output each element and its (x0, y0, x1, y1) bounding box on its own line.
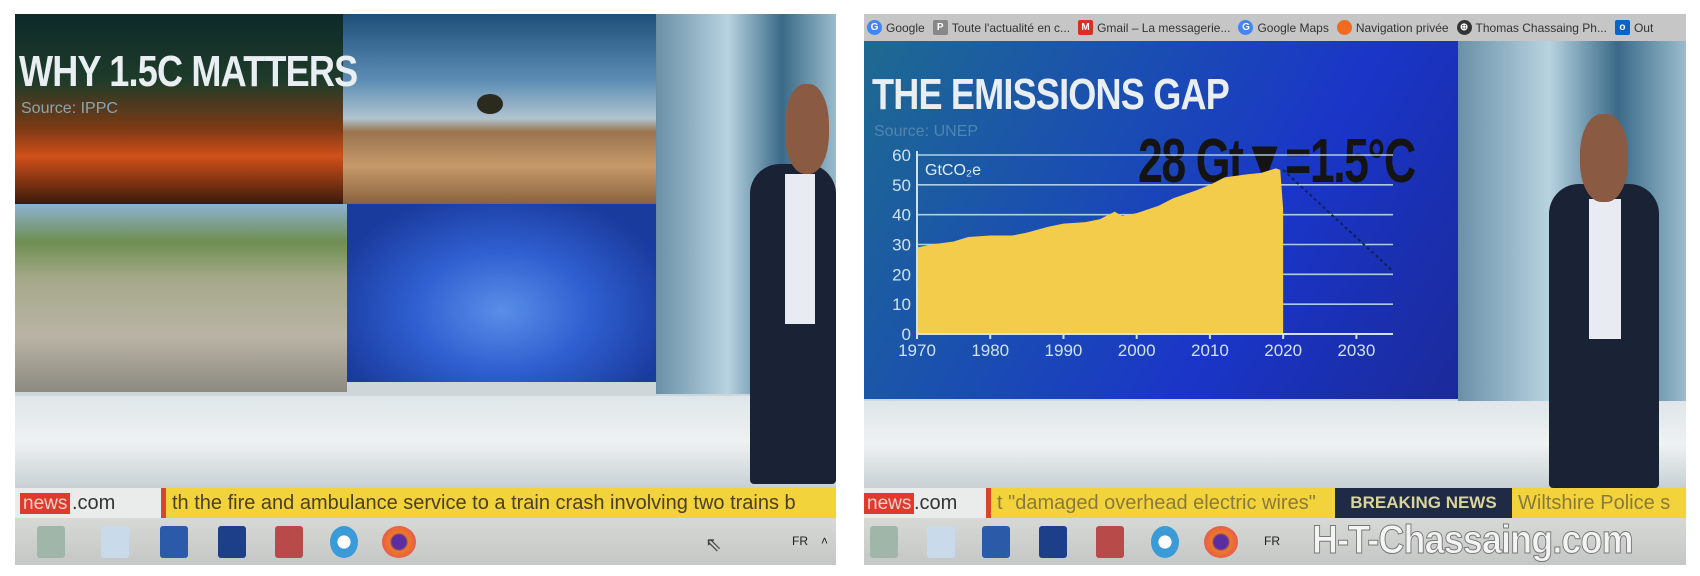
y-tick-label: 20 (892, 265, 911, 284)
presenter-shirt (1589, 199, 1621, 339)
mouse-cursor-icon: ⇖ (705, 534, 722, 556)
presenter-shirt (785, 174, 815, 324)
chart-screen: THE EMISSIONS GAP Source: UNEP 28 Gt▼=1.… (864, 41, 1458, 399)
x-tick-label: 2020 (1264, 341, 1302, 360)
bookmark-label: Toute l'actualité en c... (951, 20, 1071, 35)
y-tick-label: 10 (892, 295, 911, 314)
bookmarks-bar: G Google P Toute l'actualité en c... M Gmai… (864, 14, 1686, 41)
ticker-text: th the fire and ambulance service to a t… (161, 488, 836, 518)
internet-explorer-icon[interactable] (330, 526, 358, 558)
calculator-icon[interactable] (37, 526, 65, 558)
y-tick-label: 40 (892, 206, 911, 225)
x-tick-label: 2030 (1337, 341, 1375, 360)
emissions-area (917, 168, 1284, 334)
1-5c-pathway-line (1282, 169, 1394, 273)
slide-title: WHY 1.5C MATTERS (19, 47, 358, 96)
y-tick-label: 60 (892, 146, 911, 165)
bookmark-chassaing[interactable]: ⊕ Thomas Chassaing Ph... (1456, 20, 1607, 35)
internet-explorer-icon[interactable] (1151, 526, 1179, 558)
bookmark-private[interactable]: Navigation privée (1336, 20, 1449, 35)
bookmark-label: Navigation privée (1355, 20, 1449, 35)
news-domain: .com (72, 492, 116, 514)
language-indicator[interactable]: FR (1264, 534, 1280, 548)
outlook-icon: o (1614, 20, 1630, 35)
calculator-icon[interactable] (870, 526, 898, 558)
google-icon: G (867, 20, 882, 35)
news-site-icon: P (932, 20, 948, 35)
firefox-icon[interactable] (382, 526, 416, 558)
globe-icon: ⊕ (1456, 20, 1472, 35)
wildfire-image (15, 14, 343, 204)
taskbar: ⇖ FR ˄ (15, 518, 836, 565)
bookmark-label: Thomas Chassaing Ph... (1475, 20, 1607, 35)
watermark: H-T-Chassaing.com (1312, 518, 1635, 563)
slide-source: Source: IPPC (21, 100, 118, 117)
flood-image (15, 204, 347, 392)
lone-tree (477, 94, 503, 114)
bookmark-label: Google Maps (1257, 20, 1329, 35)
right-broadcast-photo: G Google P Toute l'actualité en c... M Gmai… (864, 14, 1686, 565)
photoshop-icon[interactable] (1039, 526, 1067, 558)
bookmark-label: Gmail – La messagerie... (1097, 20, 1231, 35)
x-tick-label: 1970 (898, 341, 936, 360)
paint-icon[interactable] (275, 526, 303, 558)
presenter-head (1580, 114, 1628, 202)
gmail-icon: M (1078, 20, 1094, 35)
bookmark-google[interactable]: G Google (867, 20, 925, 35)
y-tick-label: 0 (902, 325, 911, 344)
news-ticker: news .com t "damaged overhead electric w… (864, 488, 1686, 518)
bookmark-google-maps[interactable]: G Google Maps (1238, 20, 1329, 35)
chart-source: Source: UNEP (874, 123, 979, 140)
firefox-icon[interactable] (1204, 526, 1238, 558)
breaking-news-badge: BREAKING NEWS (1335, 488, 1512, 518)
chart-title: THE EMISSIONS GAP (872, 70, 1230, 119)
bookmark-news[interactable]: P Toute l'actualité en c... (932, 20, 1071, 35)
wordpad-icon[interactable] (927, 526, 955, 558)
tray-toggle[interactable]: ˄ (821, 534, 829, 548)
studio-floor (15, 396, 836, 488)
taskbar: FR (864, 518, 1686, 565)
wordpad-icon[interactable] (101, 526, 129, 558)
x-tick-label: 2000 (1118, 341, 1156, 360)
bookmark-label: Google (886, 20, 925, 35)
glacier-image (347, 204, 656, 382)
x-tick-label: 2010 (1191, 341, 1229, 360)
google-icon: G (1238, 20, 1254, 35)
news-logo: news (864, 493, 915, 514)
ticker-text: t "damaged overhead electric wires" (986, 488, 1335, 518)
photoshop-icon[interactable] (218, 526, 246, 558)
news-logo: news (20, 493, 71, 514)
bookmark-gmail[interactable]: M Gmail – La messagerie... (1078, 20, 1230, 35)
x-tick-label: 1980 (971, 341, 1009, 360)
y-tick-label: 30 (892, 236, 911, 255)
paint-icon[interactable] (1096, 526, 1124, 558)
x-tick-label: 1990 (1045, 341, 1083, 360)
y-tick-label: 50 (892, 176, 911, 195)
news-domain: .com (914, 492, 958, 514)
bookmark-label: Out (1633, 20, 1654, 35)
presenter-head (785, 84, 829, 174)
y-axis-unit-label: GtCO₂e (925, 162, 981, 179)
left-broadcast-photo: WHY 1.5C MATTERS Source: IPPC news .com … (15, 14, 836, 565)
word-icon[interactable] (160, 526, 188, 558)
firefox-icon (1336, 20, 1352, 35)
ticker-text-2: Wiltshire Police s (1512, 488, 1686, 518)
language-indicator[interactable]: FR (792, 534, 808, 548)
word-icon[interactable] (982, 526, 1010, 558)
bookmark-outlook[interactable]: o Out (1614, 20, 1654, 35)
news-ticker: news .com th the fire and ambulance serv… (15, 488, 836, 518)
